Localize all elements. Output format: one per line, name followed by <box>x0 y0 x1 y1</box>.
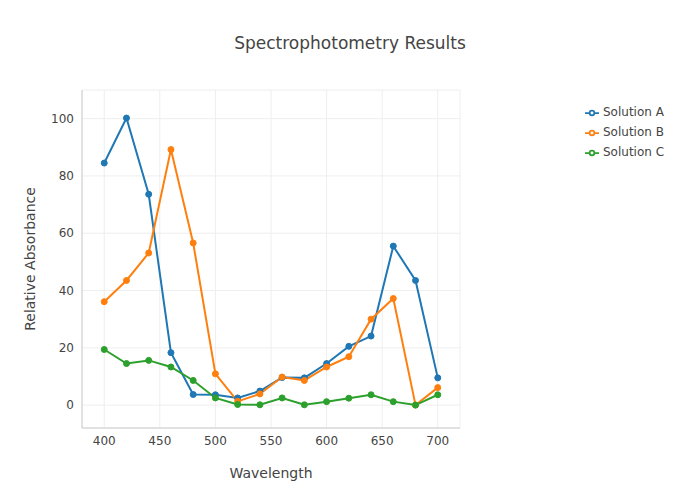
svg-text:Relative Absorbance: Relative Absorbance <box>22 187 38 331</box>
svg-text:700: 700 <box>426 434 449 448</box>
svg-text:550: 550 <box>260 434 283 448</box>
svg-text:600: 600 <box>315 434 338 448</box>
html-text:Solution C: Solution C <box>603 145 665 159</box>
html-text:Spectrophotometry Results: Spectrophotometry Results <box>234 33 466 53</box>
svg-text:80: 80 <box>59 169 74 183</box>
svg-text:100: 100 <box>51 112 74 126</box>
html-text:Solution B: Solution B <box>603 125 664 139</box>
svg-text:400: 400 <box>93 434 116 448</box>
svg-text:450: 450 <box>148 434 171 448</box>
svg-text:40: 40 <box>59 284 74 298</box>
svg-text:0: 0 <box>66 398 74 412</box>
html-text:Solution A: Solution A <box>603 105 664 119</box>
svg-text:500: 500 <box>204 434 227 448</box>
svg-text:650: 650 <box>371 434 394 448</box>
svg-text:Wavelength: Wavelength <box>229 465 312 481</box>
svg-text:20: 20 <box>59 341 74 355</box>
svg-text:60: 60 <box>59 226 74 240</box>
